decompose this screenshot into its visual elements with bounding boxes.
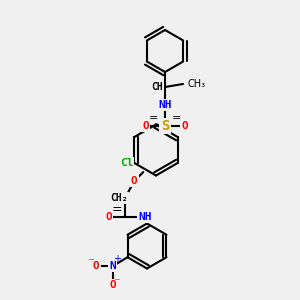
Text: O: O (181, 121, 188, 131)
Text: N: N (109, 261, 116, 271)
Text: CH₂: CH₂ (110, 193, 128, 202)
Text: =: = (112, 203, 122, 216)
Text: CH: CH (152, 82, 164, 92)
Text: O: O (109, 280, 116, 290)
Text: O: O (93, 261, 99, 271)
Text: CH₃: CH₃ (188, 79, 206, 89)
Text: NH: NH (158, 100, 172, 110)
Text: ⁻: ⁻ (88, 256, 94, 269)
Text: +: + (113, 254, 121, 264)
Text: =: = (172, 113, 181, 124)
Text: O: O (142, 121, 149, 131)
Text: S: S (161, 119, 169, 133)
Text: =: = (149, 113, 158, 124)
Text: NH: NH (138, 212, 152, 222)
Text: O: O (131, 176, 138, 186)
Text: Cl: Cl (120, 158, 133, 168)
Text: O: O (105, 212, 112, 222)
Text: ⁻: ⁻ (113, 276, 119, 289)
